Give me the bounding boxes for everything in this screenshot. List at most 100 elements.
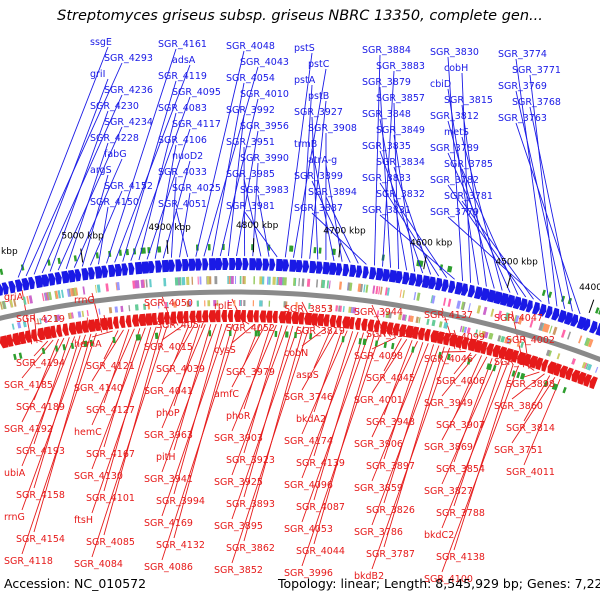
minus-strand-gene-label: SGR_3827	[424, 486, 473, 497]
misc-feature	[513, 314, 517, 323]
misc-feature	[357, 283, 362, 292]
minus-strand-gene-label: SGR_3907	[436, 420, 485, 431]
plus-label-connector	[292, 68, 327, 258]
misc-feature	[431, 295, 436, 304]
plus-strand-gene-label: SGR_3768	[512, 97, 561, 108]
plus-strand-gene-label: SGR_3849	[376, 125, 425, 136]
minus-strand-gene-label: SGR_3862	[226, 543, 275, 554]
misc-feature	[2, 300, 6, 310]
plus-strand-gene	[557, 309, 567, 323]
minus-strand-gene-label: SGR_4011	[506, 467, 555, 478]
orf-tick	[551, 383, 557, 390]
plus-label-connector	[325, 196, 359, 264]
minus-strand-gene	[354, 317, 362, 331]
minus-strand-gene-label: SGR_3869	[424, 442, 473, 453]
plus-strand-gene-label: SGR_3832	[376, 189, 425, 200]
misc-feature	[342, 306, 345, 313]
minus-strand-gene	[335, 315, 342, 328]
minus-strand-gene-label: SGR_4169	[144, 518, 193, 529]
minus-label-connector	[91, 326, 157, 514]
orf-tick	[83, 340, 87, 348]
minus-strand-gene	[106, 317, 114, 330]
minus-strand-gene-label: SGR_3963	[144, 430, 193, 441]
plus-strand-gene	[8, 280, 16, 294]
plus-strand-gene-label: SGR_4083	[158, 103, 207, 114]
orf-tick	[95, 252, 99, 259]
plus-strand-gene	[576, 316, 587, 330]
ruler-tick	[80, 248, 84, 263]
misc-feature	[66, 288, 70, 297]
minus-strand-gene	[100, 317, 109, 331]
plus-strand-gene	[128, 262, 135, 275]
misc-feature	[214, 276, 218, 285]
misc-feature	[538, 322, 544, 331]
minus-label-connector	[91, 327, 146, 470]
minus-label-connector	[441, 359, 498, 485]
plus-strand-gene-label: SGR_4234	[104, 117, 153, 128]
plus-strand-gene	[322, 261, 331, 275]
minus-label-connector	[161, 295, 173, 326]
minus-strand-gene-label: SGR_4121	[86, 361, 135, 372]
misc-feature	[586, 363, 593, 371]
plus-strand-gene	[249, 258, 257, 271]
misc-feature	[328, 280, 331, 289]
misc-feature	[268, 276, 271, 285]
misc-feature	[71, 312, 74, 319]
plus-strand-gene	[349, 264, 357, 278]
ruler-label: 5100 kbp	[0, 247, 18, 257]
plus-label-connector	[311, 180, 351, 263]
plus-strand-gene	[473, 286, 483, 300]
minus-label-connector	[243, 324, 261, 366]
plus-strand-gene-label: cbiD	[430, 79, 451, 90]
minus-strand-gene	[310, 313, 318, 326]
minus-strand-gene	[565, 367, 574, 381]
plus-strand-gene	[434, 277, 443, 291]
plus-strand-gene-label: SGR_3781	[444, 191, 493, 202]
inner-feature-ticks	[13, 329, 567, 394]
misc-feature	[388, 312, 393, 319]
misc-feature	[173, 301, 177, 308]
misc-feature	[594, 366, 599, 373]
misc-feature	[293, 277, 296, 286]
misc-feature	[0, 301, 3, 310]
plus-strand-gene	[0, 283, 4, 296]
plus-strand-gene	[486, 289, 497, 303]
minus-label-connector	[371, 337, 397, 350]
plus-strand-gene	[362, 266, 369, 279]
plus-label-connector	[98, 206, 109, 265]
misc-feature	[581, 361, 587, 369]
misc-feature	[272, 276, 276, 285]
misc-feature	[376, 310, 380, 317]
minus-label-connector	[161, 324, 195, 385]
minus-strand-gene-label: SGR_4098	[354, 351, 403, 362]
plus-strand-gene	[467, 284, 475, 298]
minus-label-connector	[243, 325, 283, 454]
minus-label-connector	[173, 324, 201, 407]
plus-strand-gene-label: SGR_4119	[158, 71, 207, 82]
plus-strand-gene-label: argS	[90, 165, 112, 176]
misc-feature	[94, 284, 97, 293]
plus-label-connector	[211, 82, 245, 257]
minus-strand-gene-label: SGR_3923	[226, 455, 275, 466]
misc-feature	[132, 280, 136, 289]
minus-label-connector	[91, 329, 124, 382]
orf-tick	[486, 363, 491, 370]
plus-strand-gene-label: SGR_3785	[444, 159, 493, 170]
plus-label-connector	[447, 184, 527, 298]
misc-feature	[191, 276, 194, 285]
misc-feature	[306, 278, 311, 287]
plus-strand-gene	[421, 275, 431, 289]
minus-strand-gene	[492, 344, 501, 358]
plus-strand-gene	[388, 269, 398, 283]
misc-feature	[584, 337, 591, 347]
minus-strand-gene	[265, 310, 273, 323]
misc-feature	[490, 308, 495, 317]
plus-strand-gene-track	[0, 258, 600, 336]
minus-label-connector	[371, 347, 451, 570]
plus-label-connector	[461, 200, 534, 300]
misc-feature	[409, 315, 414, 323]
plus-strand-gene-label: SGR_3779	[430, 207, 479, 218]
minus-strand-gene	[297, 312, 305, 325]
plus-label-connector	[73, 158, 123, 268]
